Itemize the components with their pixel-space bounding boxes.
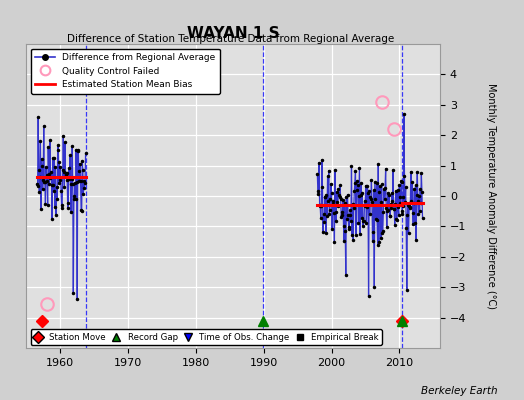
Legend: Station Move, Record Gap, Time of Obs. Change, Empirical Break: Station Move, Record Gap, Time of Obs. C… <box>30 329 382 345</box>
Y-axis label: Monthly Temperature Anomaly Difference (°C): Monthly Temperature Anomaly Difference (… <box>486 83 496 309</box>
Text: Berkeley Earth: Berkeley Earth <box>421 386 498 396</box>
Text: Difference of Station Temperature Data from Regional Average: Difference of Station Temperature Data f… <box>67 34 394 44</box>
Title: WAYAN 1 S: WAYAN 1 S <box>187 26 279 42</box>
